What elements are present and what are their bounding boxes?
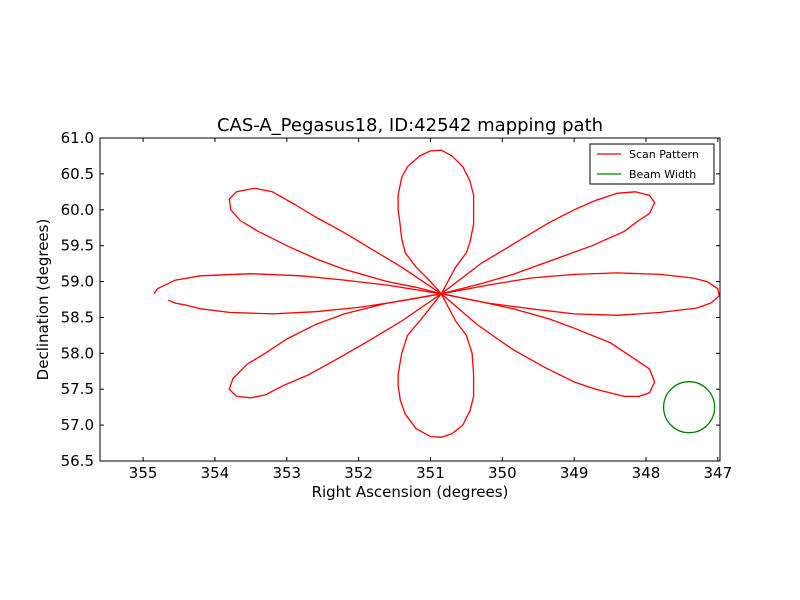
x-tick-label: 354 <box>201 464 230 482</box>
x-tick-label: 353 <box>272 464 301 482</box>
legend-label-scan-pattern: Scan Pattern <box>629 148 699 161</box>
y-tick-label: 57.0 <box>61 416 94 434</box>
scan-pattern-petal-1 <box>397 149 475 295</box>
x-tick-label: 355 <box>129 464 158 482</box>
y-axis: 56.5 57.0 57.5 58.0 58.5 59.0 59.5 60.0 60.5 61.0 <box>61 129 720 470</box>
legend-frame <box>589 143 715 185</box>
x-tick-label: 349 <box>560 464 589 482</box>
x-tick-label: 350 <box>488 464 517 482</box>
chart-title: CAS-A_Pegasus18, ID:42542 mapping path <box>217 115 603 136</box>
scan-pattern-petal-6 <box>228 293 442 399</box>
scan-pattern-petal-3 <box>440 191 656 295</box>
scan-pattern-petal-7 <box>441 272 720 316</box>
series-layer <box>153 149 720 438</box>
scan-pattern-petal-5 <box>440 293 656 398</box>
y-tick-label: 61.0 <box>61 129 94 147</box>
y-tick-label: 60.5 <box>61 165 94 183</box>
x-axis: 355 354 353 352 351 350 349 348 347 <box>129 138 732 482</box>
y-tick-label: 57.5 <box>61 380 94 398</box>
scan-pattern-petal-2 <box>397 293 475 438</box>
x-tick-label: 352 <box>344 464 373 482</box>
beam-width-circle <box>662 381 716 434</box>
x-tick-label: 348 <box>632 464 661 482</box>
y-axis-label: Declination (degrees) <box>34 219 52 381</box>
x-axis-label: Right Ascension (degrees) <box>312 483 509 501</box>
y-tick-label: 58.5 <box>61 308 94 326</box>
legend: Scan Pattern Beam Width <box>589 143 715 185</box>
x-tick-label: 347 <box>704 464 733 482</box>
scan-pattern-petal-9 <box>168 293 442 315</box>
y-tick-label: 59.5 <box>61 237 94 255</box>
y-tick-label: 59.0 <box>61 273 94 291</box>
scan-pattern-petal-4 <box>228 187 442 295</box>
scan-pattern-petal-8 <box>153 273 442 295</box>
plot-frame <box>99 137 721 462</box>
y-tick-label: 56.5 <box>61 452 94 470</box>
legend-label-beam-width: Beam Width <box>629 168 696 181</box>
y-tick-label: 60.0 <box>61 201 94 219</box>
x-tick-label: 351 <box>416 464 445 482</box>
y-tick-label: 58.0 <box>61 344 94 362</box>
